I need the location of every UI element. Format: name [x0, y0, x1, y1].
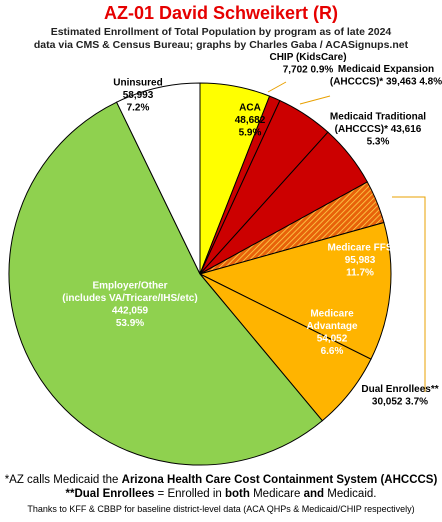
pie-chart: ACA 48,682 5.9%CHIP (KidsCare) 7,702 0.9% Me…: [8, 52, 442, 466]
slice-label-medicaid-expansion-ahcccs: Medicaid Expansion (AHCCCS)* 39,463 4.8%: [330, 64, 442, 88]
chart-subtitle: Estimated Enrollment of Total Population…: [0, 26, 442, 52]
slice-label-employer-other-includes-va-tricare-ihs-etc: Employer/Other (includes VA/Tricare/IHS/e…: [62, 280, 197, 329]
slice-label-line: 442,059: [112, 305, 149, 316]
slice-label-line: 53.9%: [116, 318, 144, 329]
footnote-thanks: Thanks to KFF & CBBP for baseline distri…: [27, 504, 415, 514]
slice-label-line: 48,682: [235, 115, 266, 126]
slice-label-line: 11.7%: [346, 268, 374, 279]
leader-lines: [267, 81, 426, 392]
slice-label-line: Medicaid Traditional: [330, 112, 426, 123]
footnote-ahcccs: *AZ calls Medicaid the Arizona Health Ca…: [0, 473, 442, 487]
slice-label-line: 7.2%: [127, 103, 150, 114]
slice-label-line: 6.6%: [321, 346, 344, 357]
footnote-dual-term: **Dual Enrollees: [65, 488, 155, 500]
slice-label-uninsured: Uninsured 58,993 7.2%: [113, 78, 162, 114]
footnote-ahcccs-prefix: *AZ calls Medicaid the: [4, 474, 122, 486]
slice-label-line: CHIP (KidsCare): [269, 52, 346, 63]
slice-label-line: 7,702 0.9%: [283, 64, 334, 75]
slice-label-line: ACA: [239, 103, 261, 114]
slice-label-line: Medicare FFS: [327, 243, 392, 254]
slice-label-line: Dual Enrollees**: [361, 384, 438, 395]
footnote-dual-mid: = Enrolled in: [154, 488, 225, 500]
footnotes: *AZ calls Medicaid the Arizona Health Ca…: [0, 473, 442, 516]
slice-label-line: 58,993: [123, 90, 154, 101]
slice-label-line: 54,052: [317, 333, 348, 344]
slice-label-line: 30,052 3.7%: [372, 396, 428, 407]
slice-label-chip-kidscare: CHIP (KidsCare) 7,702 0.9%: [269, 52, 346, 76]
slice-label-line: Medicaid Expansion: [338, 64, 434, 75]
slice-label-dual-enrollees: Dual Enrollees** 30,052 3.7%: [361, 384, 438, 408]
leader-line-medicaid-expansion-ahcccs: [299, 95, 331, 105]
leader-line-chip-kidscare: [267, 81, 287, 93]
slice-label-line: 5.3%: [367, 137, 390, 148]
pie-slice-employer-other-includes-va-tricare-ihs-etc: [8, 101, 323, 466]
footnote-dual-both: both: [225, 488, 250, 500]
slice-label-line: 95,983: [345, 255, 376, 266]
slice-label-line: Medicare: [310, 308, 354, 319]
slice-label-line: (AHCCCS)* 43,616: [335, 124, 422, 135]
footnote-dual-medicare: Medicare: [249, 488, 304, 500]
subtitle-line-2: data via CMS & Census Bureau; graphs by …: [33, 39, 409, 51]
slice-label-line: (AHCCCS)* 39,463 4.8%: [330, 76, 442, 87]
slice-label-medicare-ffs: Medicare FFS 95,983 11.7%: [327, 243, 392, 279]
slice-labels: ACA 48,682 5.9%CHIP (KidsCare) 7,702 0.9% Me…: [62, 52, 442, 408]
slice-label-aca: ACA 48,682 5.9%: [235, 103, 266, 139]
leader-line-dual-enrollees: [392, 196, 426, 392]
slice-label-line: 5.9%: [239, 128, 262, 139]
chart-title: AZ-01 David Schweikert (R): [103, 3, 339, 23]
pie-slice-uninsured: [115, 82, 201, 275]
footnote-dual: **Dual Enrollees = Enrolled in both Medi…: [0, 487, 442, 501]
slice-label-line: Advantage: [306, 321, 358, 332]
slice-label-medicaid-traditional-ahcccs: Medicaid Traditional (AHCCCS)* 43,616 5.3%: [330, 112, 426, 148]
subtitle-line-1: Estimated Enrollment of Total Population…: [50, 26, 392, 38]
footnote-dual-end: Medicaid.: [324, 488, 377, 500]
slice-label-line: Uninsured: [113, 78, 162, 89]
slice-label-line: (includes VA/Tricare/IHS/etc): [62, 293, 197, 304]
footnote-dual-and: and: [303, 488, 325, 500]
pie-slices: [8, 82, 392, 466]
slice-label-medicare-advantage: Medicare Advantage 54,052 6.6%: [306, 308, 358, 357]
footnote-ahcccs-bold: Arizona Health Care Cost Containment Sys…: [121, 474, 438, 486]
slice-label-line: Employer/Other: [92, 280, 167, 291]
pie-slice-medicare-ffs: [198, 221, 392, 360]
